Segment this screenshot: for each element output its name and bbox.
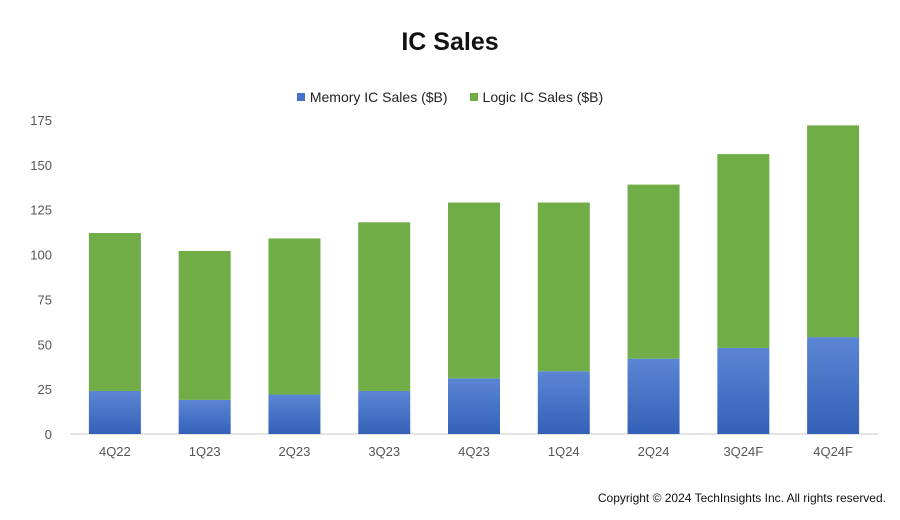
logic-bar-3q24f [717,154,770,348]
memory-bar-3q24f [717,347,770,434]
memory-bar-4q24f [807,337,860,434]
y-tick-label: 75 [38,292,52,307]
memory-bar-4q22 [88,390,141,434]
x-tick-label: 4Q22 [99,444,131,459]
x-tick-label: 1Q24 [548,444,580,459]
legend-label-logic: Logic IC Sales ($B) [482,89,604,105]
x-tick-label: 3Q24F [723,444,763,459]
x-tick-label: 1Q23 [189,444,221,459]
x-tick-label: 2Q23 [279,444,311,459]
memory-bar-2q23 [268,394,321,434]
y-tick-label: 150 [30,158,52,173]
logic-bar-1q24 [537,202,590,372]
x-tick-label: 4Q24F [813,444,853,459]
memory-bar-1q24 [537,371,590,434]
legend-item-memory: Memory IC Sales ($B) [296,89,448,105]
legend-swatch-memory [296,93,305,101]
x-tick-label: 2Q24 [638,444,670,459]
logic-bar-1q23 [178,250,231,400]
memory-bar-3q23 [358,390,411,434]
copyright-notice: Copyright © 2024 TechInsights Inc. All r… [597,491,886,505]
legend-item-logic: Logic IC Sales ($B) [469,89,604,105]
legend-swatch-logic [469,93,478,101]
memory-bar-1q23 [178,399,231,434]
legend-label-memory: Memory IC Sales ($B) [309,89,448,105]
y-tick-label: 0 [45,427,52,442]
logic-bar-2q24 [627,184,680,359]
y-tick-label: 50 [38,337,52,352]
logic-bar-4q22 [88,233,141,391]
logic-bar-3q23 [358,222,411,391]
logic-bar-4q23 [448,202,500,379]
x-tick-label: 3Q23 [368,444,400,459]
chart-title: IC Sales [401,28,499,56]
y-tick-label: 100 [30,248,52,263]
x-tick-label: 4Q23 [458,444,490,459]
logic-bar-2q23 [268,238,321,395]
y-tick-label: 25 [38,382,52,397]
memory-bar-4q23 [448,378,500,434]
y-tick-label: 175 [30,113,52,128]
legend: Memory IC Sales ($B) Logic IC Sales ($B) [0,89,900,105]
logic-bar-4q24f [807,125,860,338]
memory-bar-2q24 [627,358,680,434]
y-tick-label: 125 [30,203,52,218]
